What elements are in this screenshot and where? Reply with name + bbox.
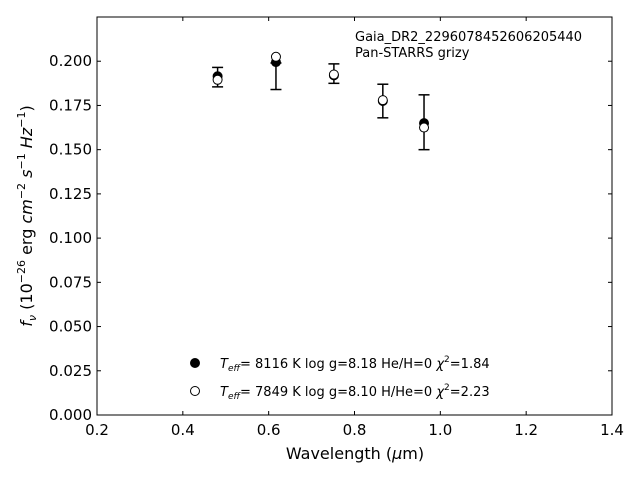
y-tick-label: 0.200 bbox=[49, 52, 92, 70]
model-point-open bbox=[419, 122, 430, 133]
legend-entry-2: Teff= 7849 K log g=8.10 H/He=0 χ2=2.23 bbox=[220, 383, 490, 402]
annotation-star-id: Gaia_DR2_2296078452606205440 bbox=[355, 30, 582, 45]
x-tick-label: 1.4 bbox=[600, 421, 624, 439]
y-axis-ticks: 0.000 0.025 0.050 0.075 0.100 0.125 0.150 0.175… bbox=[49, 52, 612, 424]
x-tick-label: 0.2 bbox=[85, 421, 109, 439]
y-tick-label: 0.100 bbox=[49, 229, 92, 247]
model-point-open bbox=[270, 51, 281, 62]
y-axis-label: fν (10−26 erg cm−2 s−1 Hz−1) bbox=[15, 105, 39, 326]
y-tick-label: 0.050 bbox=[49, 318, 92, 336]
x-axis-ticks: 0.2 0.4 0.6 0.8 1.0 1.2 1.4 bbox=[85, 17, 624, 439]
y-tick-label: 0.150 bbox=[49, 141, 92, 159]
model-point-open bbox=[328, 69, 339, 80]
y-tick-label: 0.125 bbox=[49, 185, 92, 203]
x-axis-label: Wavelength (μm) bbox=[286, 444, 424, 463]
x-tick-label: 0.8 bbox=[343, 421, 367, 439]
y-tick-label: 0.000 bbox=[49, 406, 92, 424]
x-tick-label: 0.4 bbox=[171, 421, 195, 439]
model-point-open bbox=[212, 74, 223, 85]
legend-marker-filled bbox=[190, 358, 200, 368]
model-point-open bbox=[377, 95, 388, 106]
legend: Teff= 8116 K log g=8.18 He/H=0 χ2=1.84 T… bbox=[190, 355, 490, 402]
chart-marks bbox=[212, 51, 430, 151]
y-tick-label: 0.075 bbox=[49, 273, 92, 291]
annotation-survey: Pan-STARRS grizy bbox=[355, 46, 470, 61]
x-tick-label: 0.6 bbox=[257, 421, 281, 439]
legend-entry-1: Teff= 8116 K log g=8.18 He/H=0 χ2=1.84 bbox=[220, 355, 490, 374]
x-tick-label: 1.0 bbox=[428, 421, 452, 439]
x-tick-label: 1.2 bbox=[514, 421, 538, 439]
y-tick-label: 0.025 bbox=[49, 362, 92, 380]
legend-marker-open bbox=[190, 386, 200, 396]
y-tick-label: 0.175 bbox=[49, 96, 92, 114]
